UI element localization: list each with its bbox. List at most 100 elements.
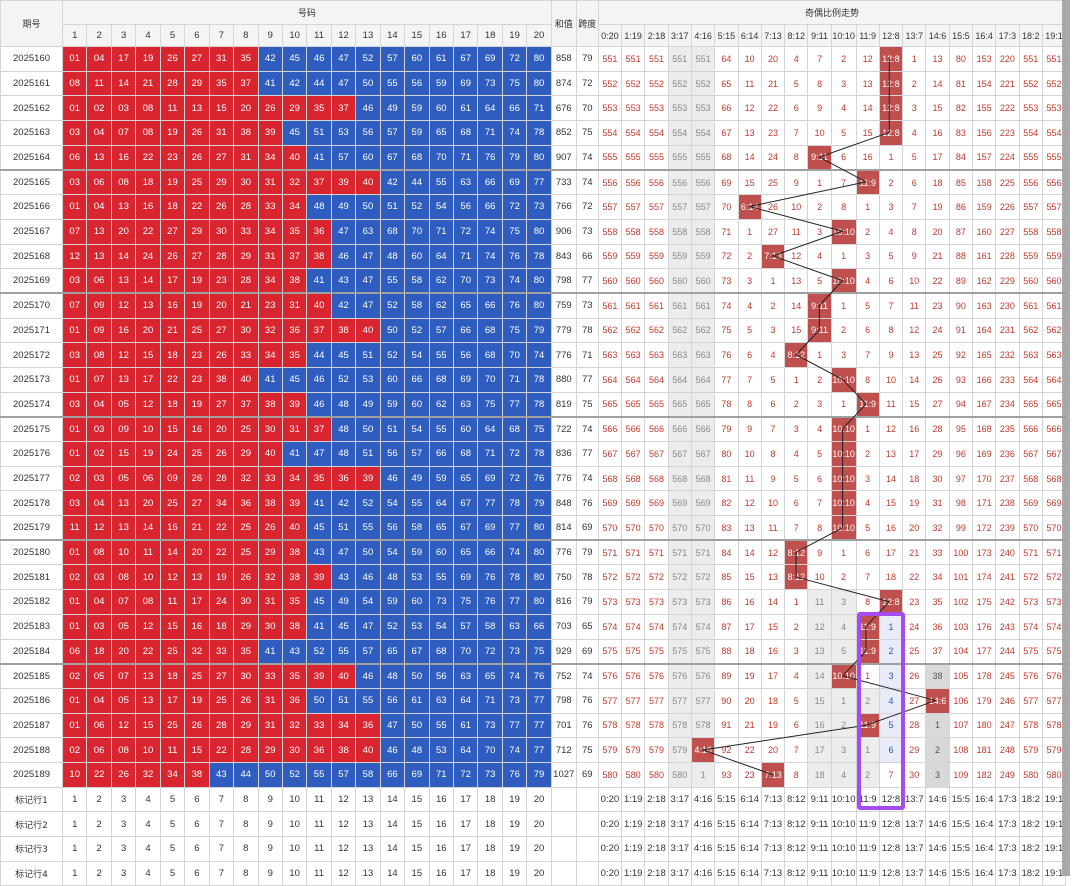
mark-ratio-cell[interactable]: 16:4: [971, 860, 997, 886]
mark-ratio-cell[interactable]: 0:20: [597, 811, 623, 837]
mark-number-cell[interactable]: 13: [355, 836, 381, 862]
mark-ratio-cell[interactable]: 1:19: [621, 786, 646, 813]
mark-ratio-cell[interactable]: 3:17: [667, 786, 692, 813]
mark-ratio-cell[interactable]: 18:2: [1018, 786, 1043, 813]
mark-number-cell[interactable]: 15: [404, 860, 430, 886]
mark-ratio-cell[interactable]: 16:4: [971, 786, 997, 813]
mark-ratio-cell[interactable]: 4:16: [690, 836, 716, 862]
mark-ratio-cell[interactable]: 18:2: [1018, 860, 1043, 886]
mark-ratio-cell[interactable]: 15:5: [948, 860, 973, 886]
mark-ratio-cell[interactable]: 4:16: [690, 860, 716, 886]
mark-number-cell[interactable]: 5: [159, 836, 186, 862]
mark-number-cell[interactable]: 4: [135, 811, 161, 837]
mark-number-cell[interactable]: 2: [86, 786, 112, 813]
mark-number-cell[interactable]: 8: [233, 860, 259, 886]
mark-number-cell[interactable]: 17: [452, 786, 479, 813]
mark-ratio-cell[interactable]: 10:10: [830, 836, 857, 862]
mark-ratio-cell[interactable]: 13:7: [902, 860, 927, 886]
mark-ratio-cell[interactable]: 2:18: [644, 836, 669, 862]
mark-ratio-cell[interactable]: 11:9: [855, 836, 880, 862]
mark-ratio-cell[interactable]: 12:8: [878, 860, 904, 886]
mark-number-cell[interactable]: 20: [526, 836, 552, 862]
mark-number-cell[interactable]: 1: [61, 860, 88, 886]
mark-number-cell[interactable]: 13: [355, 811, 381, 837]
mark-number-cell[interactable]: 3: [110, 836, 137, 862]
mark-ratio-cell[interactable]: 1:19: [621, 811, 646, 837]
mark-ratio-cell[interactable]: 4:16: [690, 786, 716, 813]
mark-ratio-cell[interactable]: 13:7: [902, 786, 927, 813]
mark-ratio-cell[interactable]: 18:2: [1018, 836, 1043, 862]
mark-number-cell[interactable]: 7: [208, 836, 235, 862]
mark-ratio-cell[interactable]: 13:7: [902, 836, 927, 862]
mark-number-cell[interactable]: 16: [428, 786, 455, 813]
mark-number-cell[interactable]: 18: [477, 836, 503, 862]
mark-number-cell[interactable]: 8: [233, 811, 259, 837]
mark-ratio-cell[interactable]: 11:9: [855, 860, 880, 886]
mark-ratio-cell[interactable]: 17:3: [995, 860, 1020, 886]
mark-number-cell[interactable]: 19: [501, 786, 528, 813]
mark-number-cell[interactable]: 8: [233, 786, 259, 813]
mark-number-cell[interactable]: 7: [208, 860, 235, 886]
mark-ratio-cell[interactable]: 12:8: [878, 836, 904, 862]
mark-number-cell[interactable]: 5: [159, 786, 186, 813]
mark-number-cell[interactable]: 14: [379, 811, 406, 837]
mark-number-cell[interactable]: 9: [257, 811, 283, 837]
mark-number-cell[interactable]: 15: [404, 836, 430, 862]
mark-ratio-cell[interactable]: 2:18: [644, 811, 669, 837]
mark-number-cell[interactable]: 4: [135, 860, 161, 886]
mark-ratio-cell[interactable]: 10:10: [830, 786, 857, 813]
mark-number-cell[interactable]: 16: [428, 836, 455, 862]
mark-ratio-cell[interactable]: 1:19: [621, 860, 646, 886]
mark-number-cell[interactable]: 3: [110, 786, 137, 813]
mark-number-cell[interactable]: 16: [428, 811, 455, 837]
mark-ratio-cell[interactable]: 9:11: [807, 811, 832, 837]
mark-ratio-cell[interactable]: 3:17: [667, 811, 692, 837]
mark-number-cell[interactable]: 20: [526, 786, 552, 813]
mark-ratio-cell[interactable]: 9:11: [807, 786, 832, 813]
mark-number-cell[interactable]: 12: [330, 811, 357, 837]
mark-number-cell[interactable]: 10: [281, 836, 308, 862]
mark-number-cell[interactable]: 2: [86, 811, 112, 837]
mark-ratio-cell[interactable]: 9:11: [807, 836, 832, 862]
mark-number-cell[interactable]: 2: [86, 860, 112, 886]
mark-ratio-cell[interactable]: 5:15: [714, 811, 739, 837]
mark-number-cell[interactable]: 6: [184, 811, 210, 837]
mark-number-cell[interactable]: 14: [379, 836, 406, 862]
mark-ratio-cell[interactable]: 6:14: [737, 811, 762, 837]
mark-ratio-cell[interactable]: 12:8: [878, 786, 904, 813]
mark-ratio-cell[interactable]: 17:3: [995, 836, 1020, 862]
mark-number-cell[interactable]: 15: [404, 786, 430, 813]
mark-number-cell[interactable]: 20: [526, 860, 552, 886]
mark-ratio-cell[interactable]: 14:6: [925, 836, 950, 862]
mark-number-cell[interactable]: 12: [330, 860, 357, 886]
mark-number-cell[interactable]: 9: [257, 860, 283, 886]
mark-ratio-cell[interactable]: 8:12: [784, 811, 809, 837]
mark-number-cell[interactable]: 7: [208, 811, 235, 837]
mark-ratio-cell[interactable]: 7:13: [760, 786, 786, 813]
mark-number-cell[interactable]: 6: [184, 860, 210, 886]
mark-number-cell[interactable]: 5: [159, 811, 186, 837]
vertical-scrollbar[interactable]: [1062, 0, 1070, 876]
mark-ratio-cell[interactable]: 7:13: [760, 860, 786, 886]
mark-ratio-cell[interactable]: 3:17: [667, 836, 692, 862]
mark-ratio-cell[interactable]: 14:6: [925, 811, 950, 837]
mark-ratio-cell[interactable]: 15:5: [948, 811, 973, 837]
mark-ratio-cell[interactable]: 5:15: [714, 836, 739, 862]
mark-number-cell[interactable]: 12: [330, 786, 357, 813]
mark-ratio-cell[interactable]: 5:15: [714, 786, 739, 813]
mark-ratio-cell[interactable]: 2:18: [644, 786, 669, 813]
mark-number-cell[interactable]: 11: [306, 860, 332, 886]
mark-number-cell[interactable]: 18: [477, 786, 503, 813]
mark-ratio-cell[interactable]: 12:8: [878, 811, 904, 837]
mark-number-cell[interactable]: 8: [233, 836, 259, 862]
mark-number-cell[interactable]: 20: [526, 811, 552, 837]
mark-number-cell[interactable]: 19: [501, 860, 528, 886]
mark-ratio-cell[interactable]: 1:19: [621, 836, 646, 862]
mark-number-cell[interactable]: 5: [159, 860, 186, 886]
mark-number-cell[interactable]: 9: [257, 836, 283, 862]
mark-number-cell[interactable]: 11: [306, 811, 332, 837]
mark-number-cell[interactable]: 17: [452, 836, 479, 862]
mark-number-cell[interactable]: 3: [110, 860, 137, 886]
mark-number-cell[interactable]: 3: [110, 811, 137, 837]
mark-number-cell[interactable]: 18: [477, 811, 503, 837]
